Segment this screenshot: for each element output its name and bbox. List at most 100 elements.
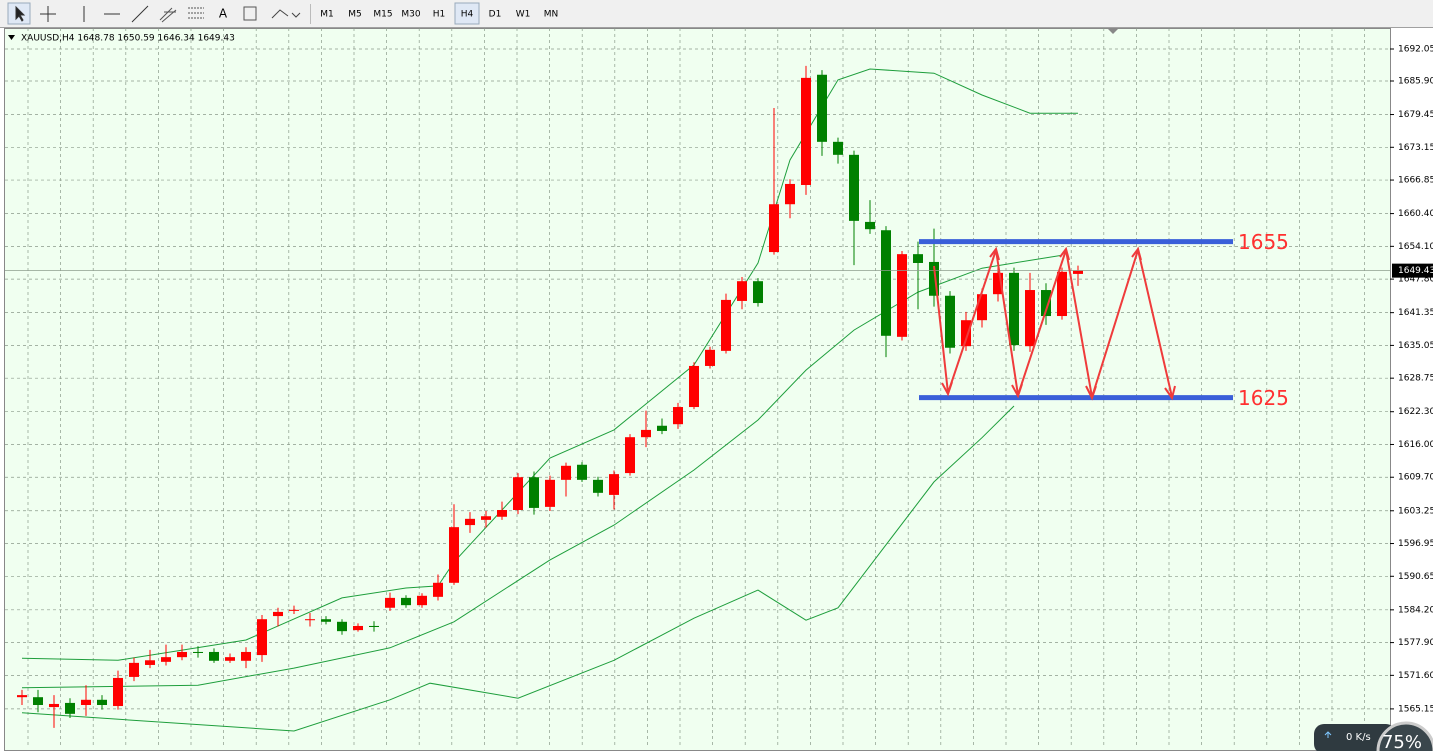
cpu-percent: 75% — [1382, 732, 1422, 751]
zigzag — [933, 246, 1173, 398]
band-line — [21, 68, 1078, 661]
timeframe-button[interactable]: M15 — [373, 10, 392, 20]
chart-header: XAUUSD,H4 1648.78 1650.59 1646.34 1649.4… — [21, 34, 235, 44]
network-speed: 0 K/s — [1346, 732, 1371, 743]
candle-body — [433, 582, 443, 597]
timeframe-button[interactable]: H1 — [433, 10, 446, 20]
candle-body — [321, 619, 331, 622]
y-tick-label: 1609.70 — [1398, 473, 1433, 483]
timeframe-button[interactable]: D1 — [489, 10, 502, 20]
text-tool[interactable]: A — [219, 7, 228, 21]
candle-body — [337, 621, 347, 632]
candle-body — [273, 611, 283, 617]
candle-body — [897, 254, 907, 337]
candle-body — [17, 695, 27, 698]
toolbar — [0, 0, 1433, 27]
candle-body — [193, 651, 203, 653]
trendline-tool[interactable] — [131, 5, 149, 23]
arrows-tool[interactable] — [271, 9, 301, 19]
y-tick-label: 1565.15 — [1398, 704, 1433, 714]
price-axis: 1692.05 1685.90 1679.45 1673.15 1666.85 1660.… — [1390, 45, 1433, 714]
candle-body — [769, 204, 779, 253]
crosshair-tool[interactable] — [40, 6, 56, 22]
y-tick-label: 1596.95 — [1398, 539, 1433, 549]
candle-body — [161, 657, 171, 662]
drawing-tools — [7, 2, 311, 25]
candle-body — [129, 662, 139, 677]
y-tick-label: 1641.35 — [1398, 308, 1433, 318]
text-label-tool[interactable] — [243, 6, 257, 21]
candle-body — [145, 660, 155, 665]
candle-body — [545, 479, 555, 507]
candle-body — [705, 349, 715, 366]
price-grid — [5, 48, 1390, 710]
candle-body — [401, 597, 411, 606]
candle-body — [289, 609, 299, 611]
y-tick-label: 1628.75 — [1398, 374, 1433, 384]
candle-body — [465, 518, 475, 526]
candle-body — [721, 299, 731, 351]
timeframes: M1 M5 M15 M30 H1 H4 D1 W1 MN — [320, 2, 559, 25]
arrow-heads — [941, 246, 1176, 401]
candle-body — [881, 230, 891, 336]
candle-body — [1073, 270, 1083, 274]
timeframe-button[interactable]: M30 — [401, 10, 420, 20]
candle-body — [609, 474, 619, 495]
timeframe-button[interactable]: MN — [544, 10, 559, 20]
candle-body — [961, 320, 971, 347]
y-tick-label: 1616.00 — [1398, 440, 1433, 450]
fibo-tool[interactable] — [188, 7, 204, 19]
y-tick-label: 1685.90 — [1398, 76, 1433, 86]
y-tick-label: 1584.20 — [1398, 605, 1433, 615]
candle-body — [577, 464, 587, 480]
timeframe-button[interactable]: M5 — [348, 10, 362, 20]
candle-body — [849, 154, 859, 221]
candle-body — [65, 702, 75, 714]
y-tick-label: 1590.65 — [1398, 572, 1433, 582]
header-arrow — [8, 35, 15, 40]
candle-body — [33, 697, 43, 705]
candle-body — [913, 254, 923, 263]
band-line — [21, 254, 1063, 689]
y-tick-label: 1673.15 — [1398, 143, 1433, 153]
timeframe-button[interactable]: H4 — [461, 10, 474, 20]
candle-body — [689, 365, 699, 408]
channel-tool[interactable] — [159, 7, 177, 23]
candle-body — [561, 465, 571, 480]
cpu-gauge — [1376, 721, 1433, 751]
candle-body — [497, 509, 507, 517]
shift-marker — [1108, 29, 1118, 34]
y-tick-label: 1692.05 — [1398, 45, 1433, 55]
y-tick-label: 1654.10 — [1398, 242, 1433, 252]
candle-body — [225, 657, 235, 661]
candle-body — [417, 595, 427, 606]
candle-body — [449, 527, 459, 583]
candle-body — [1057, 271, 1067, 317]
bollinger-bands — [21, 68, 1078, 732]
candle-body — [865, 221, 875, 230]
candle-body — [97, 699, 107, 705]
candle-body — [993, 272, 1003, 295]
y-tick-label: 1635.05 — [1398, 341, 1433, 351]
levels: 1655 1625 — [5, 230, 1390, 410]
candles — [17, 65, 1083, 728]
candle-body — [209, 651, 219, 661]
active-timeframe — [454, 2, 480, 25]
network-widget — [1314, 724, 1396, 751]
candle-body — [529, 477, 539, 508]
candle-body — [625, 437, 635, 474]
candle-body — [785, 183, 795, 205]
timeframe-button[interactable]: M1 — [320, 10, 334, 20]
candle-body — [481, 516, 491, 520]
timeframe-button[interactable]: W1 — [516, 10, 531, 20]
price-tag — [1392, 263, 1433, 278]
y-tick-label: 1577.90 — [1398, 638, 1433, 648]
y-tick-label: 1647.80 — [1398, 275, 1433, 285]
candle-body — [641, 429, 651, 438]
candle-body — [593, 479, 603, 493]
candle-body — [1041, 290, 1051, 317]
candle-body — [753, 281, 763, 304]
candle-body — [817, 74, 827, 142]
cursor-icon — [15, 5, 26, 22]
